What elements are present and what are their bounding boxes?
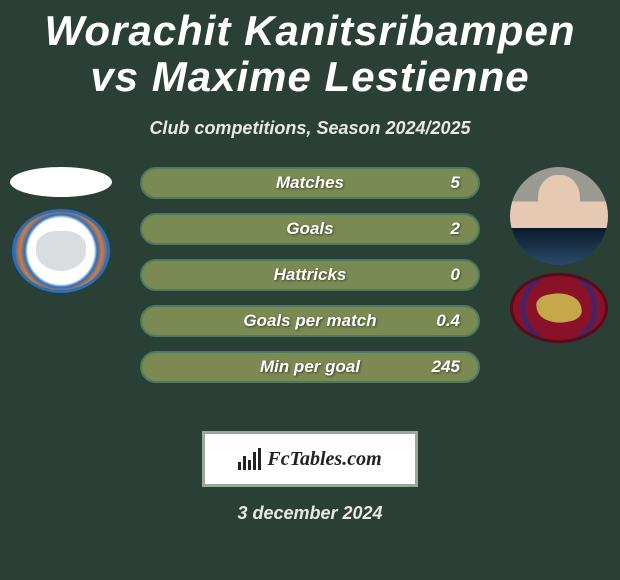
stats-area: Matches 5 Goals 2 Hattricks 0 Goals per … — [0, 167, 620, 407]
stat-label: Hattricks — [274, 265, 347, 285]
stat-value: 5 — [451, 173, 460, 193]
stat-row-gpm: Goals per match 0.4 — [140, 305, 480, 337]
stat-row-mpg: Min per goal 245 — [140, 351, 480, 383]
stat-label: Min per goal — [260, 357, 360, 377]
stat-value: 2 — [451, 219, 460, 239]
stat-value: 245 — [432, 357, 460, 377]
stat-label: Matches — [276, 173, 344, 193]
brand-label: FcTables.com — [267, 448, 381, 471]
stat-row-goals: Goals 2 — [140, 213, 480, 245]
stat-row-matches: Matches 5 — [140, 167, 480, 199]
page-title: Worachit Kanitsribampen vs Maxime Lestie… — [0, 0, 620, 100]
player-photo-right — [510, 167, 608, 265]
club-badge-right — [510, 273, 608, 343]
left-player-column — [6, 167, 116, 293]
brand-box[interactable]: FcTables.com — [202, 431, 418, 487]
chart-icon — [238, 448, 261, 470]
stat-label: Goals — [286, 219, 333, 239]
stat-rows: Matches 5 Goals 2 Hattricks 0 Goals per … — [140, 167, 480, 383]
stat-value: 0 — [451, 265, 460, 285]
player-silhouette-left — [10, 167, 112, 197]
season-subtitle: Club competitions, Season 2024/2025 — [0, 118, 620, 139]
right-player-column — [504, 167, 614, 343]
date-label: 3 december 2024 — [0, 503, 620, 524]
stat-label: Goals per match — [243, 311, 376, 331]
stat-value: 0.4 — [436, 311, 460, 331]
stat-row-hattricks: Hattricks 0 — [140, 259, 480, 291]
club-badge-left — [12, 209, 110, 293]
